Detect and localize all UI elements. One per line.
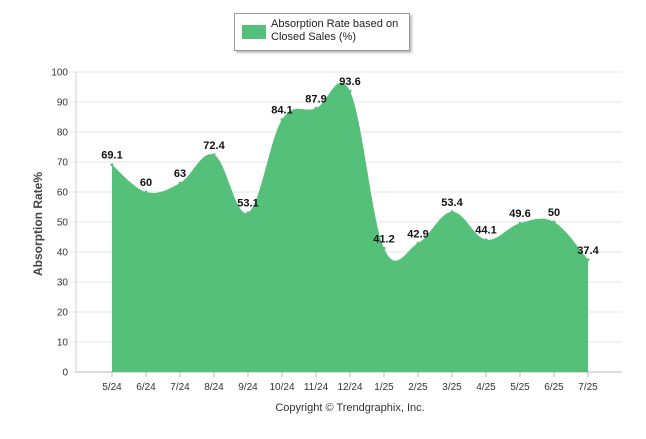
data-label: 37.4 — [577, 245, 599, 257]
data-label: 49.6 — [509, 208, 530, 220]
x-tick-label: 6/24 — [136, 382, 156, 393]
x-tick-label: 4/25 — [476, 382, 496, 393]
data-label: 63 — [174, 168, 186, 180]
chart-legend: Absorption Rate based on Closed Sales (%… — [234, 13, 410, 51]
legend-label: Absorption Rate based on Closed Sales (%… — [271, 18, 407, 44]
x-tick-label: 5/25 — [510, 382, 530, 393]
x-tick-label: 9/24 — [238, 382, 258, 393]
data-point — [280, 118, 284, 122]
y-tick-label: 40 — [57, 248, 69, 259]
copyright-text: Copyright © Trendgraphix, Inc. — [275, 402, 425, 414]
data-label: 44.1 — [475, 225, 496, 237]
y-tick-label: 10 — [57, 338, 69, 349]
x-tick-label: 8/24 — [204, 382, 224, 393]
x-tick-label: 1/25 — [374, 382, 394, 393]
y-tick-label: 30 — [57, 278, 69, 289]
y-tick-label: 90 — [57, 98, 69, 109]
data-point — [586, 258, 590, 262]
y-tick-label: 50 — [57, 218, 69, 229]
data-label: 93.6 — [339, 76, 360, 88]
data-point — [314, 106, 318, 110]
x-tick-label: 10/24 — [269, 382, 294, 393]
data-label: 53.1 — [237, 198, 258, 210]
data-point — [450, 210, 454, 214]
y-tick-label: 0 — [62, 368, 68, 379]
data-point — [348, 89, 352, 93]
y-axis-title: Absorption Rate% — [31, 171, 45, 277]
y-tick-label: 20 — [57, 308, 69, 319]
x-tick-label: 5/24 — [102, 382, 122, 393]
x-tick-label: 7/24 — [170, 382, 190, 393]
data-point — [484, 238, 488, 242]
y-tick-label: 70 — [57, 158, 69, 169]
legend-swatch — [242, 25, 266, 39]
data-label: 87.9 — [305, 93, 326, 105]
data-point — [518, 221, 522, 225]
x-tick-label: 12/24 — [337, 382, 362, 393]
data-point — [552, 220, 556, 224]
series-area — [112, 82, 588, 372]
data-label: 50 — [548, 207, 560, 219]
data-point — [144, 190, 148, 194]
data-label: 72.4 — [203, 140, 225, 152]
y-tick-label: 80 — [57, 128, 69, 139]
data-point — [178, 181, 182, 185]
data-label: 41.2 — [373, 233, 394, 245]
x-tick-label: 3/25 — [442, 382, 462, 393]
data-point — [246, 211, 250, 215]
data-point — [416, 241, 420, 245]
y-tick-label: 60 — [57, 188, 69, 199]
x-tick-label: 7/25 — [578, 382, 598, 393]
data-point — [110, 163, 114, 167]
data-label: 84.1 — [271, 105, 292, 117]
data-label: 60 — [140, 177, 152, 189]
x-tick-label: 6/25 — [544, 382, 564, 393]
data-point — [382, 246, 386, 250]
x-tick-label: 11/24 — [304, 382, 329, 393]
data-label: 69.1 — [101, 150, 122, 162]
y-tick-label: 100 — [51, 68, 68, 79]
legend-label-line2: Closed Sales (%) — [271, 31, 356, 43]
data-label: 53.4 — [441, 197, 463, 209]
x-tick-label: 2/25 — [408, 382, 428, 393]
data-label: 42.9 — [407, 228, 428, 240]
legend-label-line1: Absorption Rate based on — [271, 18, 399, 30]
data-point — [212, 153, 216, 157]
